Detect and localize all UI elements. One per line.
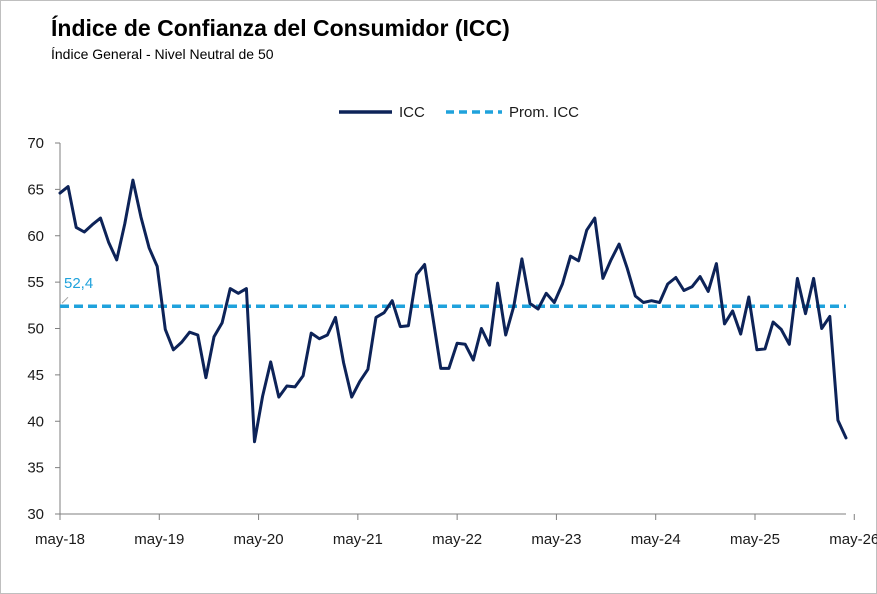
x-tick-label: may-23 xyxy=(531,531,581,548)
average-leader-line xyxy=(61,296,69,304)
chart-subtitle: Índice General - Nivel Neutral de 50 xyxy=(51,46,274,62)
x-tick-label: may-20 xyxy=(234,531,284,548)
y-tick-label: 70 xyxy=(27,135,44,152)
average-value-label: 52,4 xyxy=(64,275,93,292)
chart-title: Índice de Confianza del Consumidor (ICC) xyxy=(51,15,510,41)
y-tick-label: 50 xyxy=(27,321,44,338)
icc-series-line xyxy=(58,178,848,444)
x-tick-label: may-22 xyxy=(432,531,482,548)
x-tick-label: may-18 xyxy=(35,531,85,548)
x-tick-label: may-21 xyxy=(333,531,383,548)
x-tick-label: may-19 xyxy=(134,531,184,548)
y-tick-label: 55 xyxy=(27,274,44,291)
legend-avg-label: Prom. ICC xyxy=(509,104,579,121)
y-tick-label: 60 xyxy=(27,228,44,245)
y-tick-label: 30 xyxy=(27,506,44,523)
y-tick-label: 40 xyxy=(27,413,44,430)
legend-icc-label: ICC xyxy=(399,104,425,121)
y-tick-label: 65 xyxy=(27,181,44,198)
x-tick-label: may-24 xyxy=(631,531,681,548)
x-tick-label: may-25 xyxy=(730,531,780,548)
y-tick-label: 45 xyxy=(27,367,44,384)
y-tick-label: 35 xyxy=(27,460,44,477)
x-tick-label: may-26 xyxy=(829,531,877,548)
